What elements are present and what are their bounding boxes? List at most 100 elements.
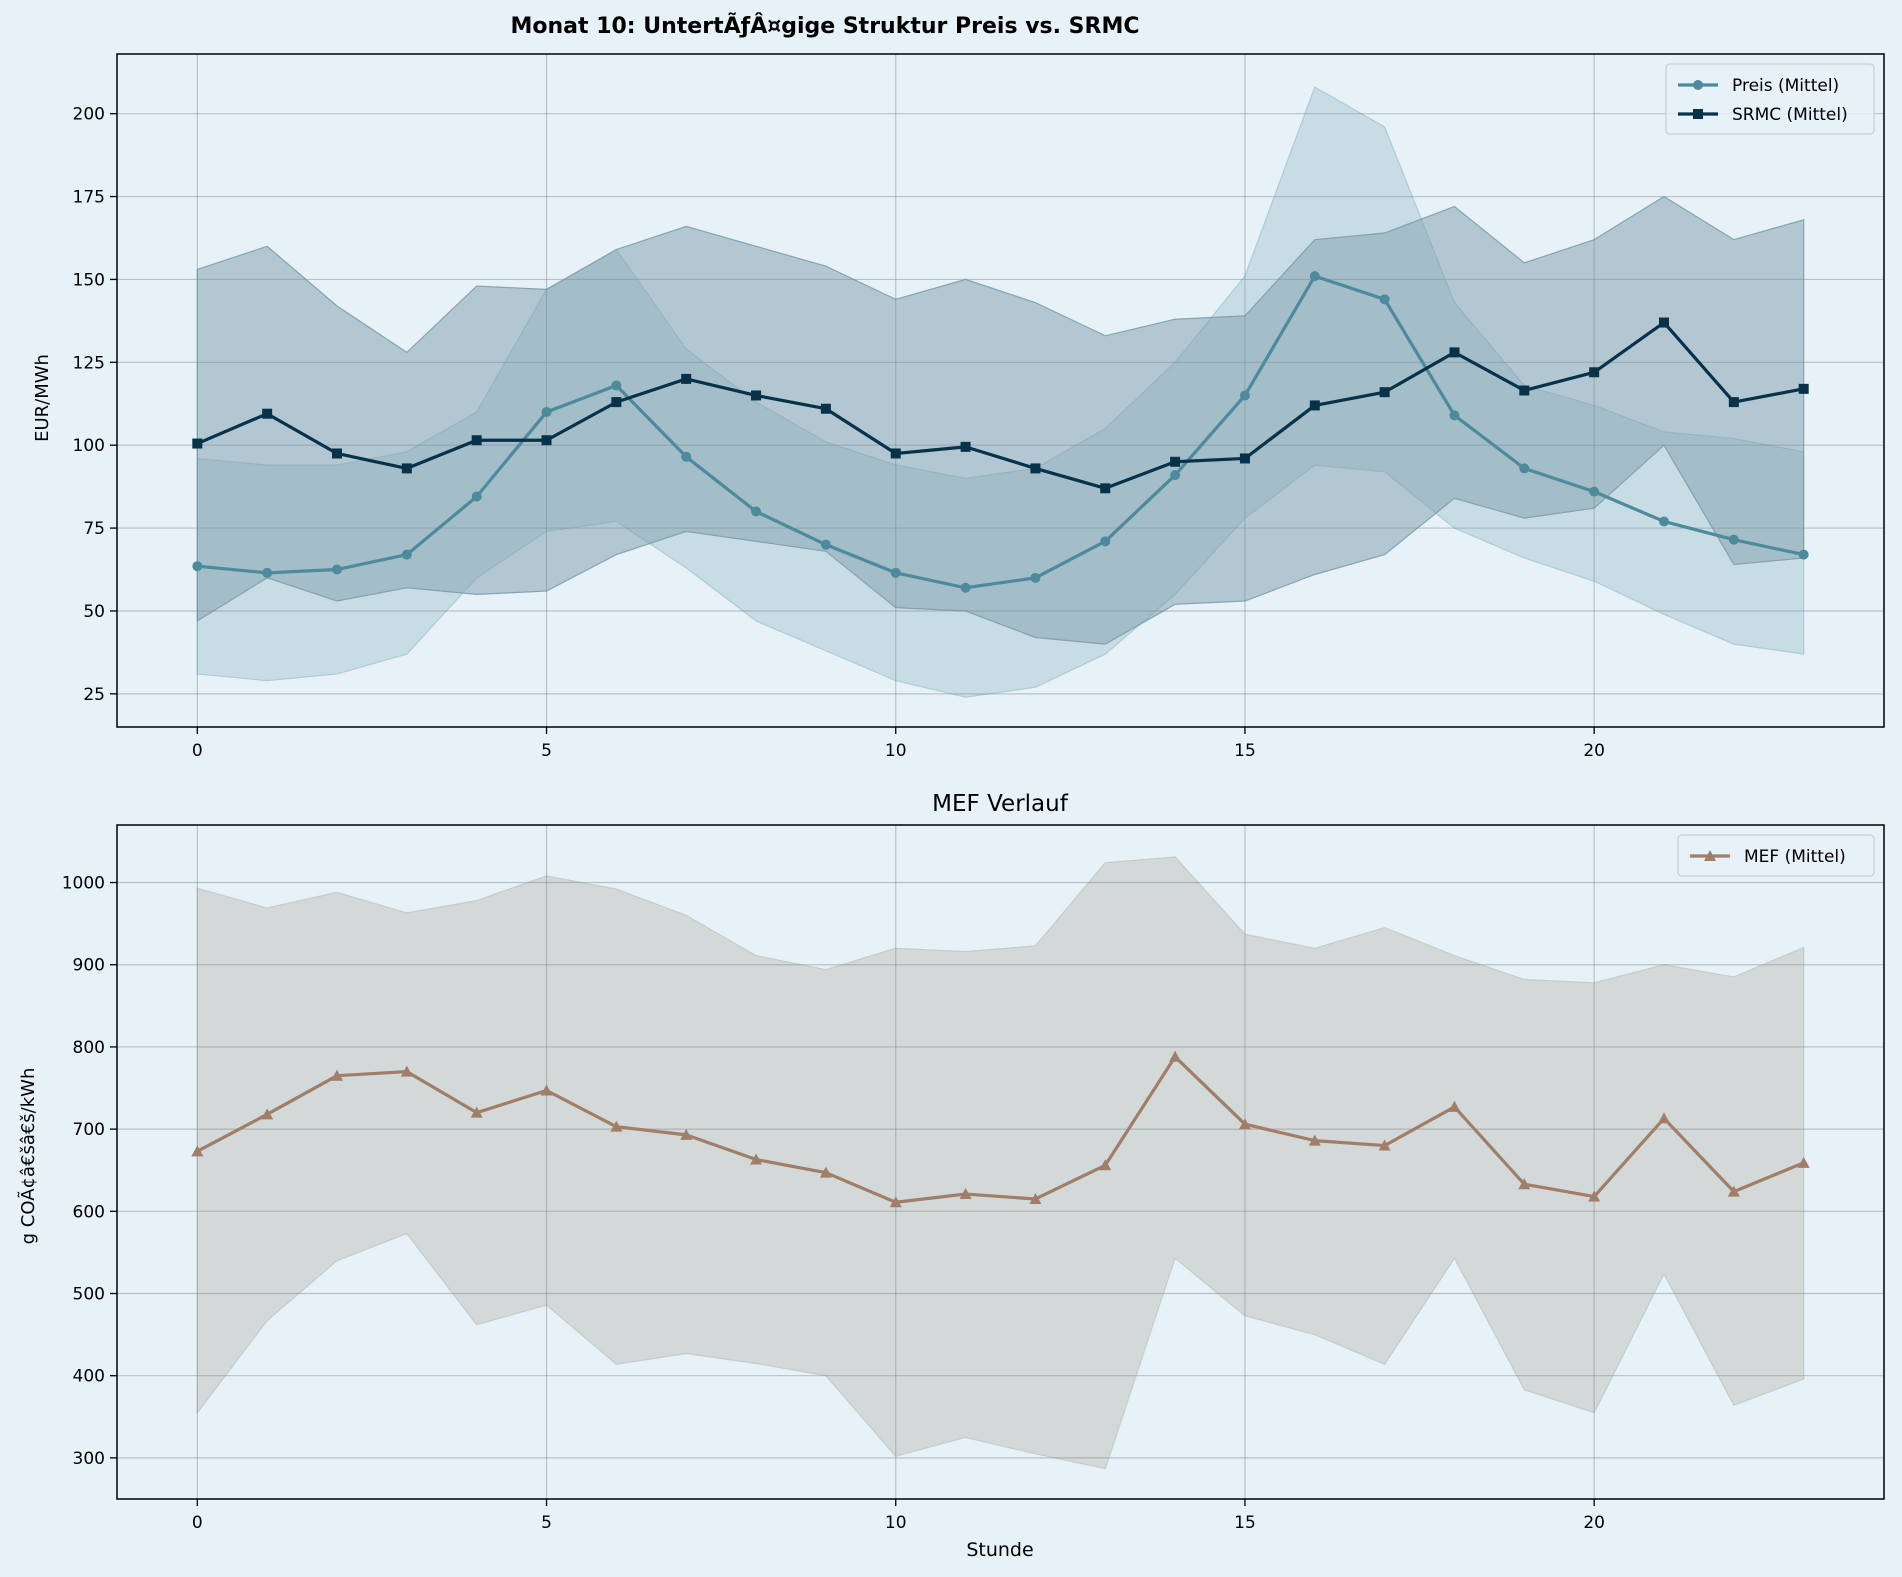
bottom-legend-marker-1 bbox=[1704, 850, 1716, 861]
top-series-1-point bbox=[332, 564, 343, 575]
bottom-series-1-point bbox=[1029, 1192, 1042, 1204]
bottom-series-1-point bbox=[680, 1128, 693, 1140]
top-series-line-2 bbox=[196, 320, 1804, 490]
top-series-2-point bbox=[262, 408, 273, 419]
top-axes-frame bbox=[116, 53, 1885, 728]
bottom-y-axis-label: g COÃ¢â€šâ€š/kWh bbox=[17, 1068, 39, 1245]
bottom-series-1-point bbox=[889, 1196, 902, 1208]
bottom-series-1-point bbox=[1657, 1112, 1670, 1124]
bottom-series-1-point bbox=[1378, 1139, 1391, 1151]
top-series-2-point bbox=[541, 435, 552, 446]
top-series-1-point bbox=[1728, 534, 1739, 545]
top-series-1-point bbox=[1449, 410, 1460, 421]
top-series-2-point bbox=[192, 438, 203, 449]
top-x-tick-label: 5 bbox=[541, 741, 552, 761]
top-series-1-point bbox=[1798, 549, 1809, 560]
top-series-2-point bbox=[471, 435, 482, 446]
top-series-1-point bbox=[611, 380, 622, 391]
bottom-series-1-point bbox=[750, 1153, 763, 1165]
bottom-x-tick-label: 20 bbox=[1583, 1513, 1605, 1533]
top-series-1-point bbox=[960, 582, 971, 593]
top-y-axis-label: EUR/MWh bbox=[32, 354, 53, 442]
top-series-2-point bbox=[681, 373, 692, 384]
top-legend-marker-1 bbox=[1693, 80, 1703, 90]
bottom-x-tick-label: 5 bbox=[541, 1513, 552, 1533]
top-series-1-point bbox=[1309, 271, 1320, 282]
top-legend-label-2: SRMC (Mittel) bbox=[1732, 105, 1848, 125]
top-series-2-point bbox=[890, 448, 901, 459]
top-series-2-point bbox=[1589, 367, 1600, 378]
top-x-tick-label: 20 bbox=[1583, 741, 1605, 761]
top-legend-marker-2 bbox=[1693, 109, 1703, 119]
top-chart-title: Monat 10: UntertÃƒÂ¤gige Struktur Preis … bbox=[511, 13, 1140, 39]
bottom-y-tick-label: 1000 bbox=[62, 874, 105, 894]
bottom-series-1-point bbox=[1308, 1134, 1321, 1146]
bottom-series-1-point bbox=[1099, 1159, 1112, 1171]
bottom-panel: MEF Verlauf g COÃ¢â€šâ€š/kWh Stunde 0 5 10… bbox=[17, 791, 1885, 1561]
top-series-1-point bbox=[1100, 536, 1111, 547]
top-series-1-point bbox=[820, 539, 831, 550]
top-series-2-point bbox=[1658, 317, 1669, 328]
bottom-y-tick-label: 400 bbox=[73, 1367, 105, 1387]
top-panel: Monat 10: UntertÃƒÂ¤gige Struktur Preis … bbox=[32, 13, 1885, 761]
bottom-series-line-1 bbox=[196, 1055, 1805, 1204]
top-series-2-point bbox=[1100, 483, 1111, 494]
bottom-series-1-point bbox=[540, 1084, 553, 1096]
bottom-series-1-point bbox=[400, 1065, 413, 1077]
bottom-series-1-point bbox=[261, 1108, 274, 1120]
top-series-2-point bbox=[1309, 400, 1320, 411]
bottom-y-tick-label: 800 bbox=[73, 1038, 105, 1058]
top-series-2-point bbox=[820, 403, 831, 414]
bottom-series-1-point bbox=[1797, 1156, 1810, 1168]
top-series-2-point bbox=[960, 441, 971, 452]
bottom-legend-box bbox=[1677, 834, 1875, 877]
top-series-1-point bbox=[751, 506, 762, 517]
bottom-series-1-point bbox=[1727, 1185, 1740, 1197]
bottom-y-tick-label: 500 bbox=[73, 1285, 105, 1305]
top-y-tick-label: 175 bbox=[73, 188, 105, 208]
top-series-1-point bbox=[1519, 463, 1530, 474]
top-legend-label-1: Preis (Mittel) bbox=[1732, 76, 1839, 96]
top-y-tick-label: 125 bbox=[73, 353, 105, 373]
top-x-tick-label: 15 bbox=[1234, 741, 1256, 761]
top-series-1-point bbox=[681, 451, 692, 462]
top-series-1-point bbox=[401, 549, 412, 560]
bottom-axes-frame bbox=[116, 824, 1885, 1500]
top-series-1-point bbox=[1589, 486, 1600, 497]
bottom-series-1-point bbox=[610, 1120, 623, 1132]
top-series-2-point bbox=[401, 463, 412, 474]
top-series-1-point bbox=[262, 567, 273, 578]
bottom-y-tick-label: 300 bbox=[73, 1449, 105, 1469]
bottom-legend: MEF (Mittel) bbox=[1677, 834, 1875, 877]
top-legend: Preis (Mittel) SRMC (Mittel) bbox=[1665, 63, 1875, 135]
top-series-2-point bbox=[332, 448, 343, 459]
bottom-x-tick-label: 10 bbox=[885, 1513, 907, 1533]
bottom-x-tick-label: 0 bbox=[192, 1513, 203, 1533]
top-series-1-point bbox=[890, 567, 901, 578]
top-series-2-point bbox=[1239, 453, 1250, 464]
top-y-tick-label: 150 bbox=[73, 270, 105, 290]
bottom-series-1-point bbox=[1518, 1178, 1531, 1190]
top-series-line-1 bbox=[197, 274, 1805, 590]
top-plot-area bbox=[117, 54, 1884, 727]
bottom-legend-label-1: MEF (Mittel) bbox=[1744, 847, 1846, 867]
top-y-tick-label: 200 bbox=[73, 105, 105, 125]
top-y-tick-label: 25 bbox=[83, 685, 105, 705]
top-series-1-point bbox=[1658, 516, 1669, 527]
bottom-series-1-point bbox=[1448, 1100, 1461, 1112]
top-series-1-point bbox=[1170, 470, 1181, 481]
top-series-1-point bbox=[1379, 294, 1390, 305]
bottom-series-1-point bbox=[470, 1106, 483, 1118]
top-x-tick-label: 10 bbox=[885, 741, 907, 761]
top-x-tick-label: 0 bbox=[192, 741, 203, 761]
bottom-series-1-point bbox=[331, 1069, 344, 1081]
top-series-2-point bbox=[611, 397, 622, 408]
bottom-x-tick-label: 15 bbox=[1234, 1513, 1256, 1533]
bottom-plot-area bbox=[117, 825, 1884, 1499]
top-range-band-2 bbox=[196, 195, 1805, 645]
bottom-series-1-point bbox=[959, 1188, 972, 1200]
bottom-y-tick-label: 600 bbox=[73, 1202, 105, 1222]
bottom-x-axis-label: Stunde bbox=[966, 1539, 1033, 1561]
top-series-1-point bbox=[192, 561, 203, 572]
